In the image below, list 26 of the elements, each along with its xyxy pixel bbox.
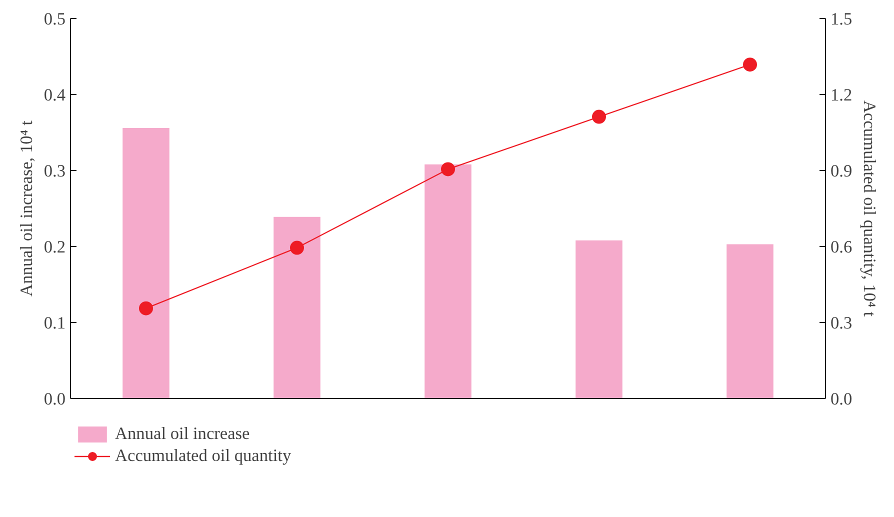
y2-tick-label: 1.5 xyxy=(830,10,852,28)
bar xyxy=(122,128,170,398)
legend-label: Accumulated oil quantity xyxy=(115,446,292,466)
y2-axis-title: Accumulated oil quantity, 10⁴ t xyxy=(860,100,880,317)
y-tick-label: 0.2 xyxy=(44,238,66,256)
y2-tick-label: 0.9 xyxy=(830,162,852,180)
point xyxy=(592,110,606,124)
y-axis-title: Annual oil increase, 10⁴ t xyxy=(16,120,36,296)
y-tick-label: 0.3 xyxy=(44,162,66,180)
y-tick-label: 0.4 xyxy=(44,86,66,104)
point xyxy=(139,301,153,316)
legend-label: Annual oil increase xyxy=(115,424,250,444)
y-tick-label: 0.5 xyxy=(44,10,66,28)
point xyxy=(290,240,304,255)
bar xyxy=(274,216,320,398)
y2-tick-label: 0.3 xyxy=(830,314,852,332)
y-tick-label: 0.0 xyxy=(44,390,66,408)
y2-tick-label: 1.2 xyxy=(830,86,852,104)
point xyxy=(743,58,757,72)
bar xyxy=(576,240,622,398)
bar xyxy=(726,244,774,398)
y-tick-label: 0.1 xyxy=(44,314,66,332)
y2-tick-label: 0.6 xyxy=(830,238,852,256)
bar xyxy=(424,164,472,398)
y2-tick-label: 0.0 xyxy=(830,390,852,408)
point xyxy=(441,162,455,176)
